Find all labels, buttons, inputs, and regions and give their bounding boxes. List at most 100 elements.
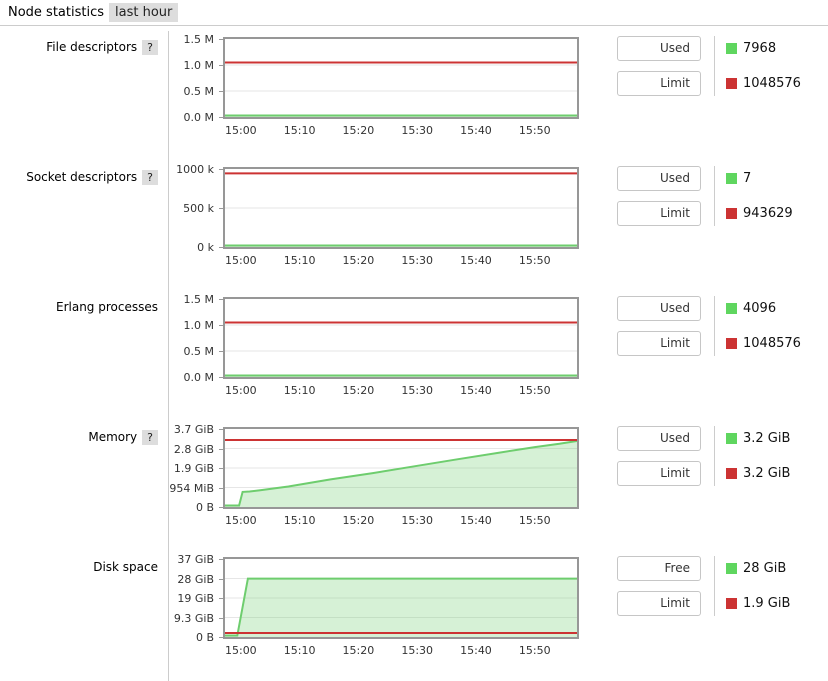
- x-axis-label: 15:00: [224, 644, 257, 657]
- legend-button-used[interactable]: Used: [617, 166, 701, 191]
- legend-value: 3.2 GiB: [743, 431, 791, 446]
- legend-value: 4096: [743, 301, 777, 316]
- y-tick-mark: [219, 578, 223, 580]
- x-axis-label: 15:40: [460, 124, 492, 137]
- x-axis-label: 15:40: [460, 644, 492, 657]
- plot-svg: [225, 559, 577, 637]
- y-axis-label: 3.7 GiB: [173, 423, 214, 436]
- x-axis-label: 15:20: [342, 384, 375, 397]
- legend: Free Limit 28 GiB 1.9 GiB: [617, 556, 790, 681]
- x-axis-label: 15:10: [283, 644, 316, 657]
- legend-button-used[interactable]: Used: [617, 426, 701, 451]
- legend-value-row: 28 GiB: [726, 556, 790, 581]
- x-axis: 15:00 15:10 15:20 15:30 15:40 15:50: [223, 641, 579, 659]
- plot-svg: [225, 299, 577, 377]
- section-label: File descriptors: [46, 40, 138, 54]
- y-tick-mark: [219, 169, 223, 170]
- legend-button-limit[interactable]: Limit: [617, 201, 701, 226]
- section-label-cell: Memory?: [0, 421, 169, 551]
- plot-svg: [225, 39, 577, 117]
- legend-value: 1048576: [743, 76, 801, 91]
- x-axis-label: 15:30: [401, 254, 434, 267]
- y-axis-label: 1000 k: [176, 163, 214, 176]
- y-axis-label: 1.0 M: [183, 318, 214, 332]
- y-axis-label: 0.5 M: [183, 345, 214, 358]
- legend-value-row: 1.9 GiB: [726, 591, 790, 616]
- y-tick-mark: [219, 351, 223, 352]
- legend-button-limit[interactable]: Limit: [617, 331, 701, 356]
- y-tick-mark: [219, 507, 223, 508]
- y-axis-label: 28 GiB: [177, 572, 214, 586]
- y-axis: 0 k 500 k 1000 k: [173, 163, 223, 254]
- y-axis: 0 B 9.3 GiB 19 GiB 28 GiB 37 GiB: [173, 553, 223, 644]
- x-axis-label: 15:30: [401, 124, 434, 137]
- legend-swatch: [726, 598, 737, 609]
- legend-value: 943629: [743, 206, 793, 221]
- x-axis: 15:00 15:10 15:20 15:30 15:40 15:50: [223, 381, 579, 399]
- y-axis: 0.0 M 0.5 M 1.0 M 1.5 M: [173, 33, 223, 124]
- plot-area: [223, 557, 579, 639]
- section-label-cell: File descriptors?: [0, 31, 169, 161]
- y-tick-mark: [219, 448, 223, 450]
- legend-button-free[interactable]: Free: [617, 556, 701, 581]
- y-tick-mark: [219, 324, 223, 326]
- legend-button-limit[interactable]: Limit: [617, 591, 701, 616]
- legend-value-row: 3.2 GiB: [726, 426, 790, 451]
- y-tick-mark: [219, 208, 223, 209]
- x-axis-label: 15:10: [283, 124, 316, 137]
- section-label: Socket descriptors: [26, 170, 138, 184]
- x-axis-label: 15:50: [518, 124, 551, 137]
- legend-value: 7: [743, 171, 752, 186]
- plot-svg: [225, 429, 577, 507]
- y-axis-label: 0.0 M: [183, 111, 214, 124]
- plot-area: [223, 167, 579, 249]
- legend-swatch: [726, 563, 737, 574]
- x-axis-label: 15:10: [283, 514, 316, 527]
- y-tick-mark: [219, 487, 223, 489]
- y-axis-label: 0.0 M: [183, 371, 214, 384]
- y-tick-mark: [219, 598, 223, 599]
- y-tick-mark: [219, 377, 223, 378]
- x-axis-label: 15:10: [283, 384, 316, 397]
- y-tick-mark: [219, 39, 223, 40]
- legend-value: 1048576: [743, 336, 801, 351]
- chart: 0 B 954 MiB 1.9 GiB 2.8 GiB 3.7 GiB 15:00 15:1…: [169, 421, 579, 551]
- x-axis-label: 15:50: [518, 644, 551, 657]
- x-axis-label: 15:50: [518, 384, 551, 397]
- time-range-selector[interactable]: last hour: [109, 3, 179, 22]
- legend-values: 4096 1048576: [714, 296, 801, 356]
- chart: 0.0 M 0.5 M 1.0 M 1.5 M 15:00 15:10 15:20 15:30…: [173, 31, 579, 161]
- legend-button-used[interactable]: Used: [617, 36, 701, 61]
- chart-cell: 0 k 500 k 1000 k 15:00 15:10 15:20 15:30 15:40 1…: [169, 161, 828, 291]
- legend-button-used[interactable]: Used: [617, 296, 701, 321]
- chart: 0 k 500 k 1000 k 15:00 15:10 15:20 15:30 15:40 1…: [173, 161, 579, 291]
- y-tick-mark: [219, 117, 223, 118]
- legend-swatch: [726, 433, 737, 444]
- legend-button-limit[interactable]: Limit: [617, 461, 701, 486]
- help-icon[interactable]: ?: [142, 170, 158, 185]
- y-axis-label: 1.5 M: [183, 33, 214, 46]
- x-axis-label: 15:40: [460, 384, 492, 397]
- y-axis-label: 0.5 M: [183, 85, 214, 98]
- section-label: Disk space: [93, 560, 158, 574]
- chart: 0 B 9.3 GiB 19 GiB 28 GiB 37 GiB 15:00 15:10 15…: [173, 551, 579, 681]
- legend-button-limit[interactable]: Limit: [617, 71, 701, 96]
- help-icon[interactable]: ?: [142, 40, 158, 55]
- legend-values: 3.2 GiB 3.2 GiB: [714, 426, 790, 486]
- y-tick-mark: [219, 91, 223, 92]
- legend: Used Limit 7968 1048576: [617, 36, 801, 161]
- x-axis-label: 15:20: [342, 124, 375, 137]
- stat-row-socket-descriptors: Socket descriptors? 0 k 500 k 1000 k 15:00 15…: [0, 161, 828, 291]
- help-icon[interactable]: ?: [142, 430, 158, 445]
- plot-area: [223, 297, 579, 379]
- chart-cell: 0.0 M 0.5 M 1.0 M 1.5 M 15:00 15:10 15:20 15:30…: [169, 31, 828, 161]
- legend-value: 3.2 GiB: [743, 466, 791, 481]
- y-axis-label: 1.0 M: [183, 58, 214, 72]
- legend-swatch: [726, 468, 737, 479]
- section-label: Erlang processes: [56, 300, 158, 314]
- y-axis-label: 19 GiB: [177, 592, 214, 605]
- x-axis-label: 15:40: [460, 254, 492, 267]
- plot-area: [223, 427, 579, 509]
- node-statistics-charts: File descriptors? 0.0 M 0.5 M 1.0 M 1.5 M 15:…: [0, 26, 828, 681]
- legend-value-row: 7: [726, 166, 793, 191]
